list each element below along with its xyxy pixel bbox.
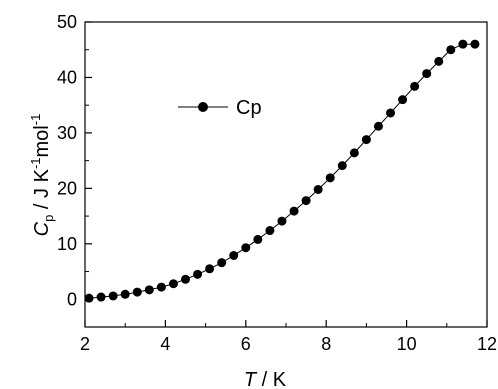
x-tick-label: 4 <box>160 334 170 354</box>
data-point <box>217 258 227 268</box>
data-point <box>241 243 251 253</box>
x-tick-label: 10 <box>397 334 417 354</box>
data-point <box>301 196 311 206</box>
y-tick-label: 30 <box>57 123 77 143</box>
data-point <box>470 39 480 49</box>
data-point <box>373 121 383 131</box>
data-point <box>458 39 468 49</box>
series-cp <box>84 39 480 303</box>
y-axis-label: Cp / J K-1mol-1 <box>28 114 56 237</box>
data-point <box>144 285 154 295</box>
axis-ticks <box>84 21 488 328</box>
x-tick-label: 12 <box>477 334 497 354</box>
data-point <box>96 292 106 302</box>
axis-tick-labels: 2 4 6 8 10 12 0 10 20 30 40 50 <box>57 12 497 354</box>
y-tick-label: 10 <box>57 234 77 254</box>
data-point <box>313 184 323 194</box>
data-point <box>265 226 275 236</box>
data-point <box>120 289 130 299</box>
y-tick-label: 20 <box>57 178 77 198</box>
legend-label: Cp <box>236 97 262 119</box>
data-point <box>181 274 190 284</box>
data-point <box>277 216 287 226</box>
data-point <box>361 135 371 145</box>
data-point <box>84 293 94 303</box>
x-tick-label: 8 <box>321 334 331 354</box>
series-line <box>88 43 475 299</box>
data-point <box>410 81 420 91</box>
data-point <box>434 56 444 66</box>
data-point <box>108 291 118 301</box>
data-point <box>132 287 142 297</box>
data-point <box>325 173 335 183</box>
data-point <box>253 234 263 244</box>
x-axis-label: T / K <box>244 369 287 389</box>
data-point <box>446 45 456 55</box>
y-tick-label: 50 <box>57 12 77 32</box>
y-tick-label: 0 <box>67 289 77 309</box>
y-tick-label: 40 <box>57 67 77 87</box>
plot-frame <box>84 21 488 328</box>
data-point <box>229 250 239 260</box>
data-point <box>337 161 347 171</box>
data-point <box>156 282 166 292</box>
data-point <box>349 148 359 158</box>
x-tick-label: 6 <box>241 334 251 354</box>
data-point <box>205 264 215 274</box>
data-point <box>422 69 432 79</box>
legend: Cp <box>178 97 262 119</box>
data-point <box>289 206 299 216</box>
data-point <box>386 108 396 118</box>
x-tick-label: 2 <box>80 334 90 354</box>
data-point <box>398 95 408 105</box>
legend-marker <box>198 102 208 112</box>
data-point <box>193 269 203 279</box>
data-point <box>168 279 178 289</box>
